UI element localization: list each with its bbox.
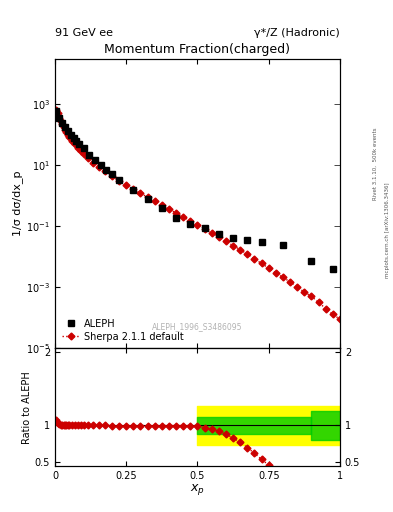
ALEPH [245, 237, 250, 243]
Sherpa 2.1.1 default [145, 194, 150, 200]
Legend: ALEPH, Sherpa 2.1.1 default: ALEPH, Sherpa 2.1.1 default [58, 315, 188, 346]
ALEPH [98, 162, 103, 168]
ALEPH [259, 239, 264, 245]
ALEPH [60, 120, 64, 126]
ALEPH [202, 225, 207, 231]
Line: Sherpa 2.1.1 default: Sherpa 2.1.1 default [54, 108, 342, 322]
Text: ALEPH_1996_S3486095: ALEPH_1996_S3486095 [152, 322, 243, 331]
Text: 91 GeV ee: 91 GeV ee [55, 28, 113, 38]
ALEPH [71, 135, 76, 141]
ALEPH [77, 141, 82, 147]
Sherpa 2.1.1 default [195, 222, 200, 228]
ALEPH [54, 108, 59, 114]
Sherpa 2.1.1 default [103, 168, 107, 175]
ALEPH [87, 152, 92, 158]
Y-axis label: Ratio to ALEPH: Ratio to ALEPH [22, 371, 32, 443]
ALEPH [68, 132, 73, 138]
ALEPH [174, 215, 178, 221]
Y-axis label: 1/σ dσ/dx_p: 1/σ dσ/dx_p [13, 171, 24, 237]
Text: Rivet 3.1.10,  500k events: Rivet 3.1.10, 500k events [373, 127, 378, 200]
ALEPH [93, 157, 97, 163]
ALEPH [131, 187, 136, 194]
ALEPH [110, 171, 114, 177]
ALEPH [117, 177, 121, 183]
ALEPH [231, 235, 235, 241]
Sherpa 2.1.1 default [338, 316, 342, 322]
ALEPH [104, 167, 108, 173]
ALEPH [145, 197, 150, 203]
ALEPH [62, 124, 67, 131]
ALEPH [188, 221, 193, 227]
ALEPH [217, 231, 221, 237]
ALEPH [331, 266, 335, 272]
Sherpa 2.1.1 default [209, 230, 214, 236]
ALEPH [66, 128, 70, 134]
Text: mcplots.cern.ch [arXiv:1306.3436]: mcplots.cern.ch [arXiv:1306.3436] [385, 183, 389, 278]
ALEPH [160, 205, 164, 211]
ALEPH [281, 242, 285, 248]
ALEPH [81, 145, 86, 152]
Title: Momentum Fraction(charged): Momentum Fraction(charged) [105, 44, 290, 56]
Line: ALEPH: ALEPH [53, 108, 336, 272]
Sherpa 2.1.1 default [309, 293, 314, 300]
X-axis label: $x_p$: $x_p$ [190, 482, 205, 497]
ALEPH [57, 115, 62, 121]
ALEPH [74, 138, 79, 144]
Text: γ*/Z (Hadronic): γ*/Z (Hadronic) [254, 28, 340, 38]
Sherpa 2.1.1 default [54, 107, 59, 113]
Sherpa 2.1.1 default [60, 121, 64, 127]
ALEPH [309, 259, 314, 265]
